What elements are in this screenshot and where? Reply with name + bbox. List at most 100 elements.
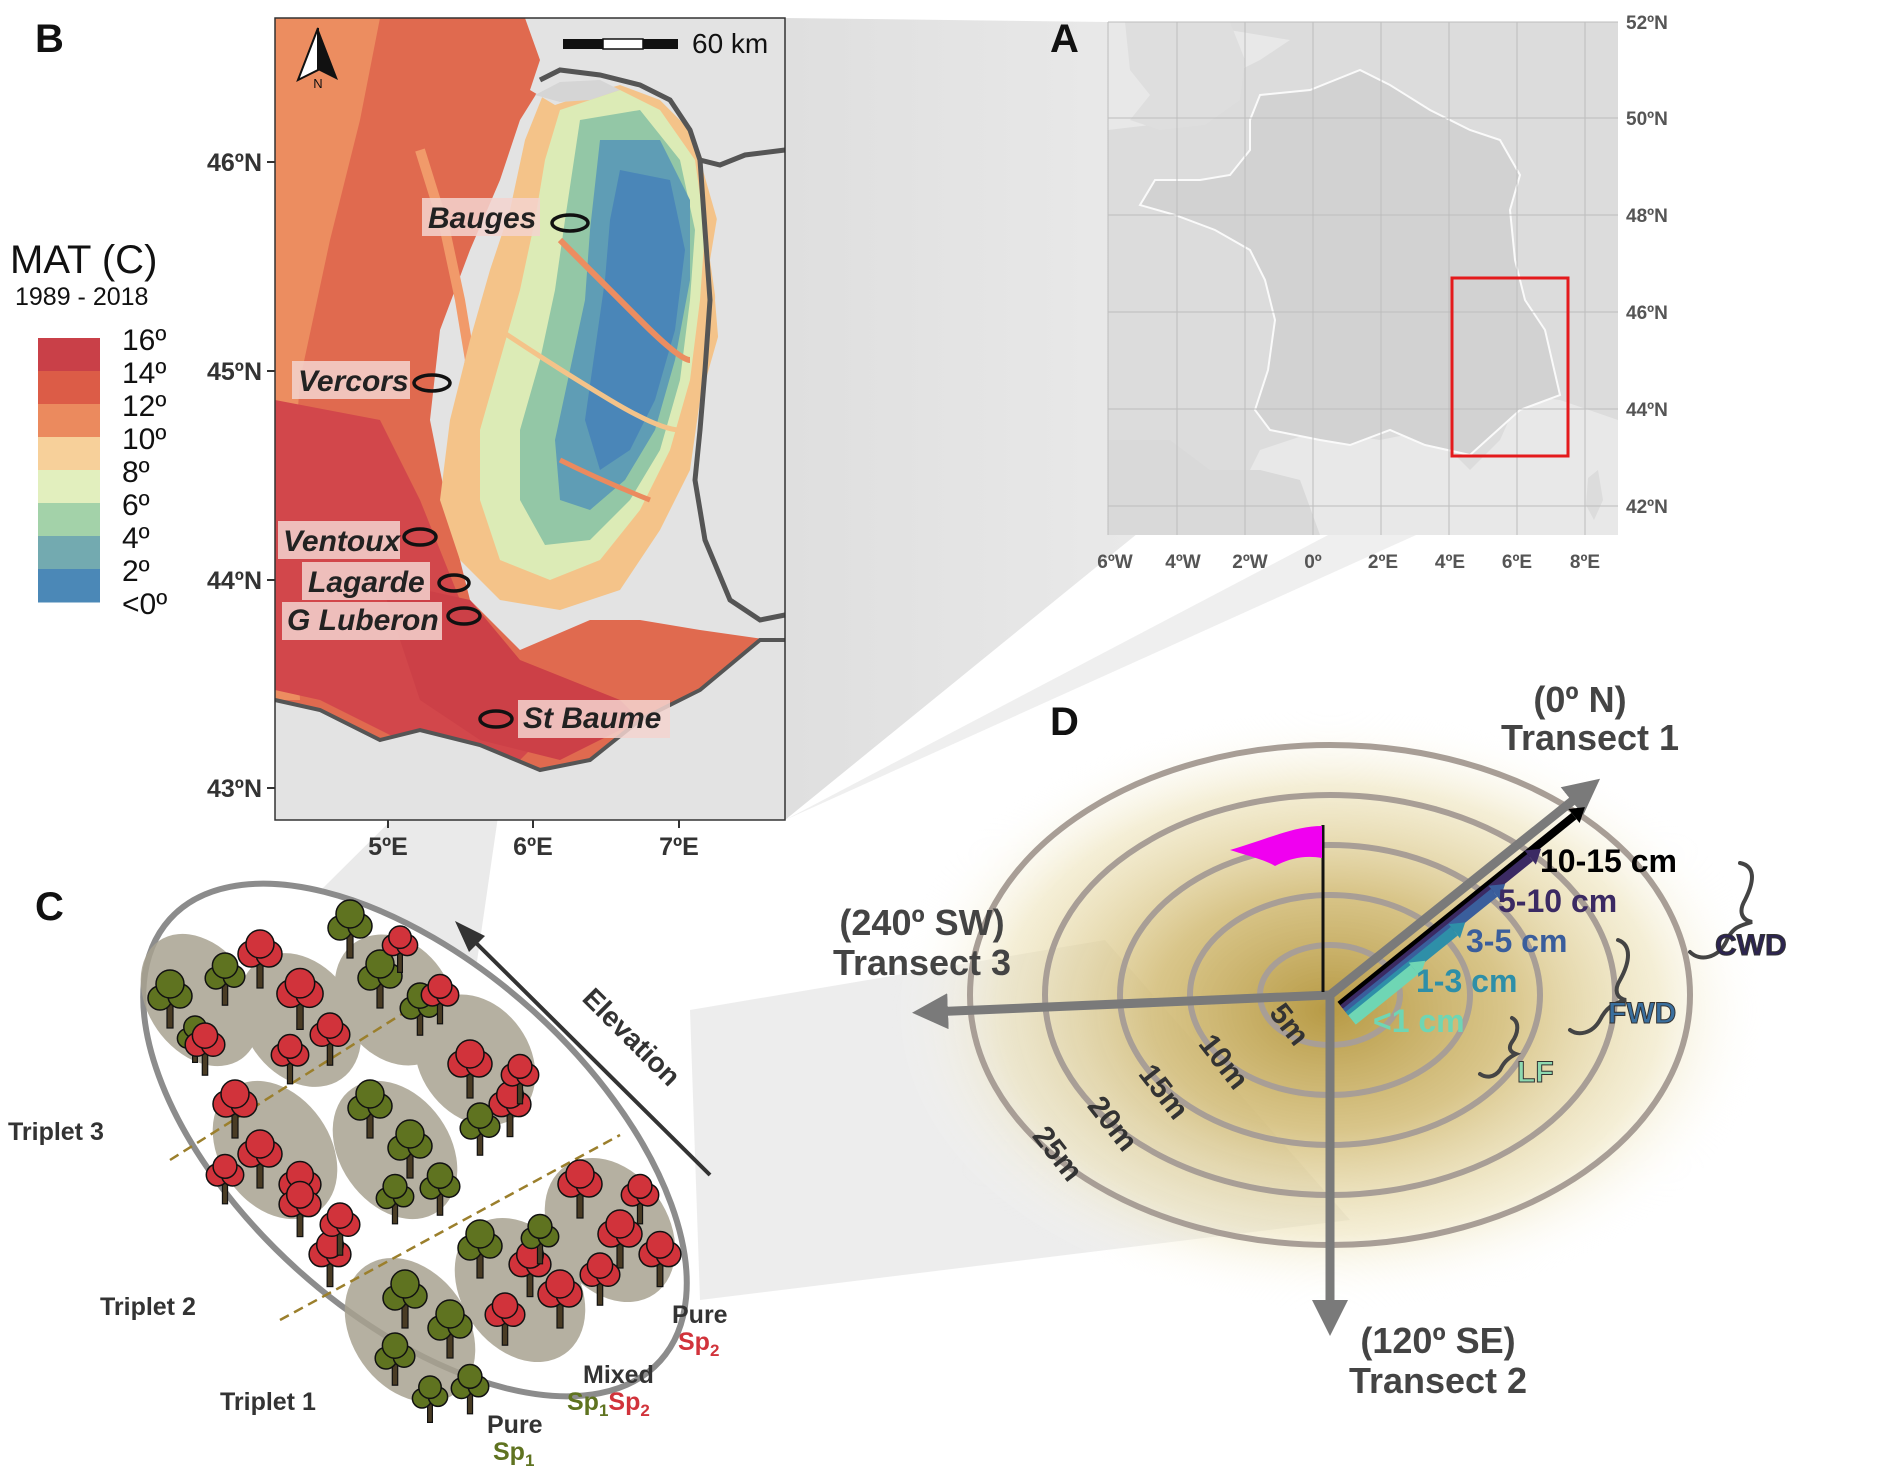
tree-sp1 <box>327 899 373 959</box>
tree-sp1 <box>347 1079 393 1139</box>
transect-name: Transect 2 <box>1349 1360 1527 1401</box>
panel-a-lon-ticks: 6ºW 4ºW 2ºW 0º 2ºE 4ºE 6ºE 8ºE <box>1097 552 1600 573</box>
legend-subtitle: 1989 - 2018 <box>15 283 148 311</box>
tree-sp1 <box>520 1213 560 1265</box>
tree-sp2 <box>309 1012 351 1066</box>
transect-direction: (0º N) <box>1533 679 1626 720</box>
legend-swatch <box>38 569 100 603</box>
size-class-arrowhead <box>1408 960 1426 977</box>
site-vercors: Vercors <box>292 361 452 399</box>
site-g-luberon: G Luberon <box>282 602 482 640</box>
site-label: Vercors <box>298 365 409 398</box>
size-class-label: 3-5 cm <box>1466 923 1567 959</box>
plot-center-flag <box>1230 825 1325 992</box>
tree-sp1 <box>204 952 246 1006</box>
site-label: St Baume <box>523 702 661 735</box>
site-label: Lagarde <box>308 566 425 599</box>
panel-b-border-italy <box>692 159 786 623</box>
legend-swatch <box>38 536 100 570</box>
lat-label: 43ºN <box>207 775 262 803</box>
lon-label: 7ºE <box>659 833 699 861</box>
tree-sp1 <box>459 1102 501 1156</box>
panel-b-lon-ticks: 5ºE 6ºE 7ºE <box>368 820 699 861</box>
legend-swatch <box>38 503 100 537</box>
panel-label-a: A <box>1050 17 1079 61</box>
category-label-cwd: CWD <box>1715 929 1787 962</box>
lat-label: 44ºN <box>207 567 262 595</box>
tree-sp1 <box>387 1119 433 1179</box>
panel-a-uk-land <box>1125 22 1245 130</box>
lat-label: 44ºN <box>1626 400 1668 421</box>
north-label: N <box>313 76 322 91</box>
site-label: Bauges <box>428 202 536 235</box>
lon-label: 6ºE <box>513 833 553 861</box>
site-st-baume: St Baume <box>478 700 670 738</box>
tree-sp2 <box>484 1292 526 1346</box>
lat-label: 52ºN <box>1626 13 1668 34</box>
tree-sp2 <box>278 1180 322 1238</box>
panel-label-b: B <box>35 17 64 61</box>
panel-b-lat-ticks: 46ºN 45ºN 44ºN 43ºN <box>207 149 275 803</box>
legend-title: MAT (C) <box>10 238 157 282</box>
tree-sp2 <box>638 1230 682 1288</box>
site-label: G Luberon <box>287 604 439 637</box>
transect-name: Transect 1 <box>1501 717 1679 758</box>
legend-swatches <box>38 338 100 603</box>
lon-label: 0º <box>1304 552 1322 573</box>
triplet-label: Triplet 1 <box>220 1388 316 1416</box>
lon-label: 6ºW <box>1097 552 1133 573</box>
site-ventoux: Ventoux <box>278 521 438 559</box>
lat-label: 46ºN <box>1626 303 1668 324</box>
tree-sp2 <box>270 1033 310 1085</box>
transects <box>912 778 1601 1336</box>
size-class-arrows <box>1337 807 1585 1025</box>
tree-sp2 <box>184 1022 226 1076</box>
tree-sp2 <box>212 1079 258 1139</box>
tree-sp1 <box>357 949 403 1009</box>
tree-sp2 <box>381 925 419 973</box>
svg-text:Sp1: Sp1 <box>493 1438 534 1470</box>
tree-sp2 <box>205 1153 245 1205</box>
legend-label: 12º <box>122 390 166 423</box>
size-class-arrow <box>1337 812 1577 1009</box>
panel-b-sites: Bauges Vercors Ventoux Lagarde G Luberon <box>278 198 670 738</box>
lat-label: 45ºN <box>207 358 262 386</box>
lat-label: 46ºN <box>207 149 262 177</box>
tree-sp2 <box>237 1129 283 1189</box>
tree-sp2 <box>447 1039 493 1099</box>
triplet-divider <box>279 1133 621 1322</box>
panel-label-c: C <box>35 885 64 929</box>
tree-sp2 <box>620 1173 660 1225</box>
size-class-label: 1-3 cm <box>1416 963 1517 999</box>
panel-a-corsica-land <box>1586 470 1603 520</box>
legend-label: 14º <box>122 357 166 390</box>
plot-label-pure-sp2: Pure Sp2 <box>672 1301 728 1360</box>
panel-b-border-swiss <box>538 67 786 168</box>
plot-type: Pure <box>487 1411 543 1439</box>
tree-sp1 <box>450 1363 490 1415</box>
transect-direction: (120º SE) <box>1360 1320 1515 1361</box>
plot-label-mixed: Mixed Sp1Sp2 <box>567 1361 654 1420</box>
size-class-labels: 10-15 cm 5-10 cm 3-5 cm 1-3 cm <1 cm <box>1373 843 1677 1039</box>
panel-a-study-area-box <box>1450 276 1570 458</box>
legend-label: 4º <box>122 522 150 555</box>
category-label-fwd: FWD <box>1608 997 1676 1030</box>
transect-direction: (240º SW) <box>839 902 1004 943</box>
transect-1-line <box>1327 778 1601 999</box>
panel-a-lat-ticks: 52ºN 50ºN 48ºN 46ºN 44ºN 42ºN <box>1626 13 1668 518</box>
plot-type: Mixed <box>583 1361 654 1389</box>
size-class-arrowhead <box>1488 883 1506 900</box>
legend-label: 6º <box>122 489 150 522</box>
lat-label: 48ºN <box>1626 206 1668 227</box>
lat-label: 42ºN <box>1626 497 1668 518</box>
panel-c: C Elevation Triplet 3 Triplet 2 Triplet <box>8 880 728 1470</box>
tree-sp2 <box>579 1252 621 1306</box>
lon-label: 4ºE <box>1435 552 1465 573</box>
legend-swatch <box>38 470 100 504</box>
size-class-label: <1 cm <box>1373 1003 1465 1039</box>
trees <box>147 899 682 1423</box>
panel-b-coastline <box>274 638 785 773</box>
lon-label: 2ºE <box>1368 552 1398 573</box>
